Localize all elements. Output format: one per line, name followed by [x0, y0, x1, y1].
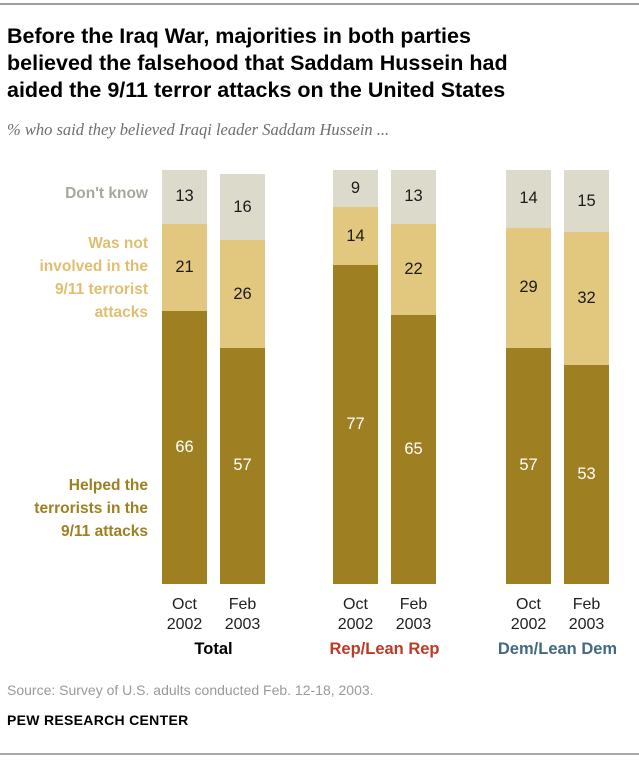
chart-subtitle: % who said they believed Iraqi leader Sa… [7, 120, 390, 139]
top-divider [0, 3, 639, 5]
bar-segment-dont-know: 15 [564, 170, 609, 233]
legend-label-helped-terrorists: Helped the terrorists in the 9/11 attack… [34, 477, 148, 540]
bar-segment-not-involved: 14 [333, 207, 378, 266]
bar-segment-dont-know: 14 [506, 170, 551, 228]
x-tick-label: Feb 2003 [568, 596, 605, 633]
bar-total-oct-2002: 13 21 66 [162, 170, 207, 584]
bar-segment-helped: 77 [333, 265, 378, 584]
legend-label-was-not-involved: Was not involved in the 9/11 terrorist a… [39, 235, 148, 321]
bar-segment-helped: 65 [391, 314, 436, 584]
stacked-bar-chart: Don't know Was not involved in the 9/11 … [0, 150, 639, 685]
x-tick-label: Oct 2002 [510, 596, 547, 633]
bar-segment-not-involved: 21 [162, 223, 207, 311]
group-label-dem-lean-dem: Dem/Lean Dem [497, 640, 618, 658]
chart-title: Before the Iraq War, majorities in both … [7, 24, 508, 102]
bar-segment-dont-know: 13 [391, 170, 436, 224]
bar-segment-dont-know: 13 [162, 170, 207, 224]
x-tick-label: Feb 2003 [395, 596, 432, 633]
bar-segment-not-involved: 29 [506, 227, 551, 348]
bar-total-feb-2003: 16 26 57 [220, 174, 265, 584]
bar-segment-helped: 66 [162, 310, 207, 584]
bar-segment-not-involved: 26 [220, 240, 265, 348]
bottom-divider [0, 753, 639, 755]
bar-segment-helped: 57 [220, 347, 265, 584]
bar-segment-helped: 57 [506, 348, 551, 584]
bar-segment-helped: 53 [564, 364, 609, 584]
x-tick-label: Oct 2002 [337, 596, 374, 633]
x-tick-label: Oct 2002 [166, 596, 203, 633]
bar-rep-lean-rep-feb-2003: 13 22 65 [391, 170, 436, 584]
bar-segment-dont-know: 16 [220, 174, 265, 241]
bar-segment-not-involved: 22 [391, 223, 436, 315]
bar-dem-lean-dem-feb-2003: 15 32 53 [564, 170, 609, 584]
bar-dem-lean-dem-oct-2002: 14 29 57 [506, 170, 551, 584]
bar-segment-dont-know: 9 [333, 170, 378, 208]
x-tick-label: Feb 2003 [224, 596, 261, 633]
source-note: Source: Survey of U.S. adults conducted … [7, 682, 374, 698]
org-name: PEW RESEARCH CENTER [7, 712, 189, 728]
bar-segment-not-involved: 32 [564, 232, 609, 365]
legend-label-dont-know: Don't know [65, 185, 148, 202]
bar-rep-lean-rep-oct-2002: 9 14 77 [333, 170, 378, 584]
group-label-total: Total [194, 640, 233, 658]
group-label-rep-lean-rep: Rep/Lean Rep [329, 640, 440, 658]
